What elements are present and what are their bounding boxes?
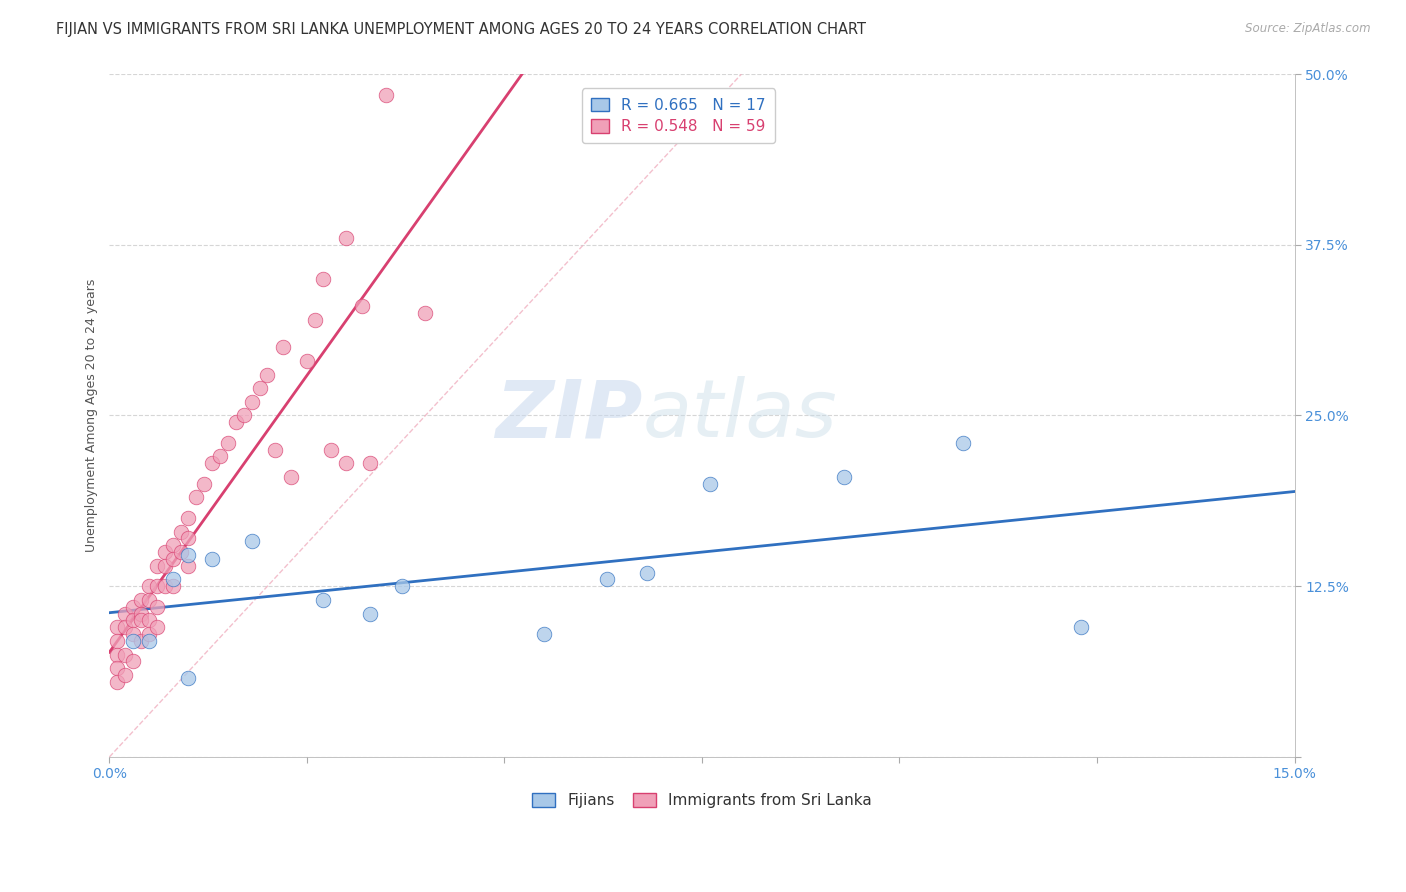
Point: [359, 456, 381, 470]
Point: [129, 593, 152, 607]
Point: [533, 627, 555, 641]
Point: [1070, 620, 1092, 634]
Point: [114, 668, 136, 682]
Point: [153, 558, 176, 573]
Point: [264, 442, 287, 457]
Point: [129, 633, 152, 648]
Point: [952, 435, 974, 450]
Point: [122, 633, 145, 648]
Text: Source: ZipAtlas.com: Source: ZipAtlas.com: [1246, 22, 1371, 36]
Point: [114, 648, 136, 662]
Point: [335, 456, 357, 470]
Point: [114, 620, 136, 634]
Point: [374, 87, 396, 102]
Point: [129, 607, 152, 621]
Y-axis label: Unemployment Among Ages 20 to 24 years: Unemployment Among Ages 20 to 24 years: [86, 279, 98, 552]
Point: [832, 470, 855, 484]
Point: [146, 620, 169, 634]
Point: [146, 599, 169, 614]
Point: [153, 579, 176, 593]
Point: [169, 545, 191, 559]
Point: [129, 613, 152, 627]
Point: [138, 579, 160, 593]
Point: [240, 534, 263, 549]
Point: [177, 532, 200, 546]
Point: [114, 607, 136, 621]
Point: [122, 613, 145, 627]
Point: [162, 552, 184, 566]
Point: [295, 354, 318, 368]
Point: [162, 579, 184, 593]
Point: [177, 511, 200, 525]
Point: [636, 566, 658, 580]
Point: [201, 456, 224, 470]
Point: [312, 593, 335, 607]
Point: [304, 313, 326, 327]
Point: [415, 306, 437, 320]
Point: [169, 524, 191, 539]
Point: [359, 607, 381, 621]
Point: [232, 409, 254, 423]
Point: [208, 450, 231, 464]
Point: [193, 476, 215, 491]
Point: [352, 299, 374, 313]
Point: [105, 648, 128, 662]
Point: [240, 394, 263, 409]
Point: [596, 573, 619, 587]
Point: [319, 442, 342, 457]
Point: [186, 491, 208, 505]
Point: [138, 633, 160, 648]
Point: [162, 538, 184, 552]
Point: [225, 415, 247, 429]
Point: [122, 654, 145, 668]
Point: [105, 661, 128, 675]
Text: FIJIAN VS IMMIGRANTS FROM SRI LANKA UNEMPLOYMENT AMONG AGES 20 TO 24 YEARS CORRE: FIJIAN VS IMMIGRANTS FROM SRI LANKA UNEM…: [56, 22, 866, 37]
Point: [146, 579, 169, 593]
Point: [699, 476, 721, 491]
Point: [201, 552, 224, 566]
Point: [105, 633, 128, 648]
Point: [122, 627, 145, 641]
Point: [391, 579, 413, 593]
Point: [138, 593, 160, 607]
Point: [153, 545, 176, 559]
Point: [280, 470, 302, 484]
Point: [271, 340, 294, 354]
Point: [122, 599, 145, 614]
Point: [312, 272, 335, 286]
Point: [162, 573, 184, 587]
Point: [335, 231, 357, 245]
Point: [177, 548, 200, 562]
Text: atlas: atlas: [643, 376, 838, 455]
Point: [105, 674, 128, 689]
Point: [146, 558, 169, 573]
Point: [177, 671, 200, 685]
Text: ZIP: ZIP: [495, 376, 643, 455]
Legend: Fijians, Immigrants from Sri Lanka: Fijians, Immigrants from Sri Lanka: [526, 787, 877, 814]
Point: [105, 620, 128, 634]
Point: [138, 627, 160, 641]
Point: [249, 381, 271, 395]
Point: [138, 613, 160, 627]
Point: [177, 558, 200, 573]
Point: [256, 368, 278, 382]
Point: [217, 435, 239, 450]
